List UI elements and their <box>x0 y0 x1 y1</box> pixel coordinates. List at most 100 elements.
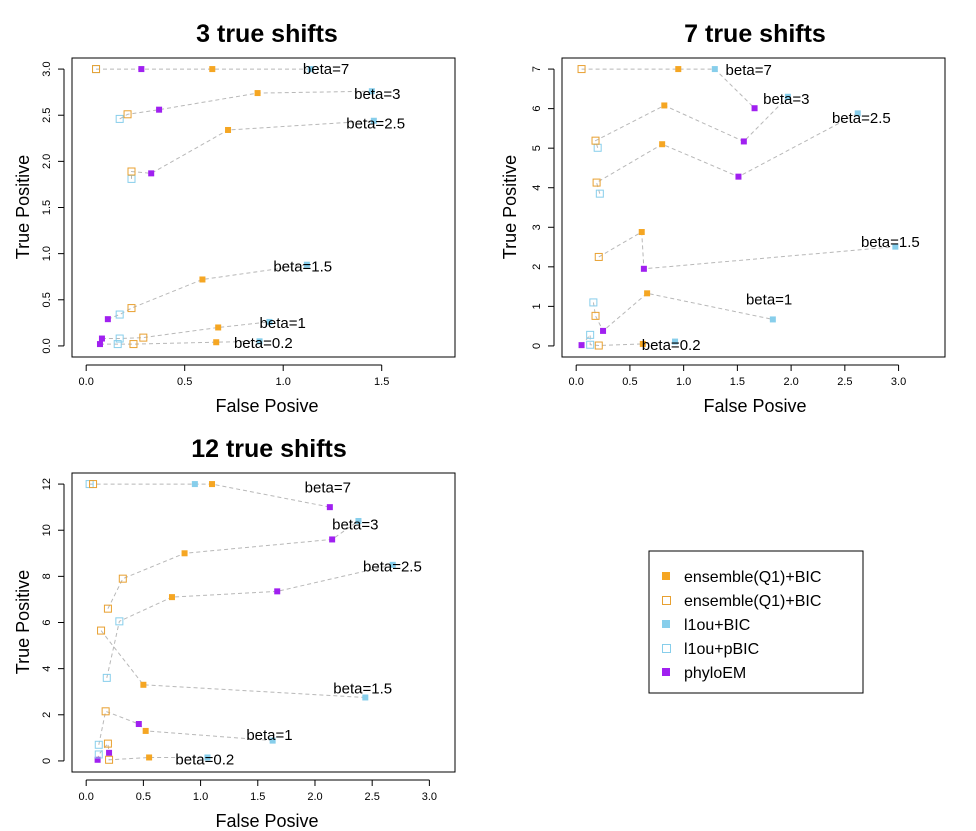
x-tick-label: 0.5 <box>136 791 151 803</box>
series-label: beta=7 <box>726 62 772 79</box>
y-tick-label: 7 <box>531 66 543 72</box>
series-beta-1: beta=1 <box>589 290 792 334</box>
x-tick-label: 2.5 <box>837 376 852 388</box>
data-point <box>592 178 601 187</box>
x-tick-label: 2.0 <box>307 791 322 803</box>
data-point <box>181 550 188 557</box>
data-point <box>89 480 98 489</box>
plot-area: 0.0 0.5 1.0 1.5 2.0 2.5 3.0 0 2 4 6 8 10 12 beta=7 beta… <box>41 472 456 803</box>
series-beta-0-2: beta=0.2 <box>578 330 701 354</box>
legend: ensemble(Q1)+BIC ensemble(Q1)+BIC l1ou+B… <box>648 550 864 694</box>
series-label: beta=7 <box>305 480 351 497</box>
x-tick-label: 2.5 <box>365 791 380 803</box>
x-tick-label: 0.5 <box>622 376 637 388</box>
data-point <box>254 90 261 97</box>
x-tick-label: 1.0 <box>193 791 208 803</box>
data-point <box>577 65 586 74</box>
data-point <box>589 298 598 307</box>
data-point <box>138 66 145 73</box>
data-point <box>638 229 645 236</box>
legend-label: phyloEM <box>684 665 746 682</box>
chart-title: 12 true shifts <box>191 435 347 463</box>
data-point <box>751 105 758 112</box>
data-point <box>740 138 747 145</box>
series-beta-1: beta=1 <box>98 315 306 343</box>
series-line <box>101 321 270 339</box>
series-line <box>100 630 366 698</box>
legend-entry-ensemble-bic-filled: ensemble(Q1)+BIC <box>662 569 821 586</box>
legend-box <box>648 550 864 694</box>
data-point <box>600 327 607 334</box>
x-tick-label: 1.5 <box>374 376 389 388</box>
series-beta-0-2: beta=0.2 <box>96 335 293 352</box>
data-point <box>307 66 314 73</box>
data-point <box>591 136 600 145</box>
y-tick-label: 1.0 <box>41 246 53 261</box>
y-tick-label: 5 <box>531 145 543 151</box>
x-tick-label: 1.0 <box>276 376 291 388</box>
data-point <box>355 517 362 524</box>
data-point <box>329 536 336 543</box>
y-tick-label: 0 <box>41 758 53 764</box>
legend-entry-ensemble-bic-open: ensemble(Q1)+BIC <box>662 593 821 610</box>
data-point <box>256 338 263 345</box>
legend-label: ensemble(Q1)+BIC <box>684 569 821 586</box>
y-tick-label: 0 <box>531 343 543 349</box>
legend-entry-l1ou-bic: l1ou+BIC <box>662 617 750 634</box>
series-label: beta=1.5 <box>273 259 332 276</box>
data-point <box>118 574 127 583</box>
data-point <box>659 141 666 148</box>
x-tick-label: 0.0 <box>79 791 94 803</box>
x-axis-title: False Posive <box>703 396 806 416</box>
data-point <box>769 316 776 323</box>
x-tick-label: 3.0 <box>891 376 906 388</box>
data-point <box>204 754 211 761</box>
series-line <box>581 68 755 109</box>
data-point <box>639 340 646 347</box>
x-axis-title: False Posive <box>215 811 318 831</box>
series-label: beta=3 <box>332 516 378 533</box>
data-point <box>594 252 603 261</box>
series-label: beta=7 <box>303 61 349 78</box>
series-beta-0-2: beta=0.2 <box>94 739 234 768</box>
data-point <box>784 93 791 100</box>
series-label: beta=0.2 <box>234 335 293 352</box>
x-tick-label: 1.0 <box>676 376 691 388</box>
series-label: beta=1 <box>246 727 292 744</box>
x-tick-label: 0.0 <box>79 376 94 388</box>
data-point <box>92 65 101 74</box>
data-point <box>98 335 105 342</box>
series-label: beta=1.5 <box>333 681 392 698</box>
data-point <box>104 316 111 323</box>
series-label: beta=1 <box>260 315 306 332</box>
data-point <box>591 311 600 320</box>
data-point <box>97 626 106 635</box>
data-point <box>103 604 112 613</box>
data-point <box>711 66 718 73</box>
data-point <box>326 504 333 511</box>
data-point <box>892 243 899 250</box>
series-beta-1: beta=1 <box>94 707 293 749</box>
y-axis-title: True Positive <box>13 570 33 674</box>
data-point <box>661 102 668 109</box>
plot-frame <box>71 57 456 358</box>
y-tick-label: 3 <box>531 224 543 230</box>
series-line <box>119 90 372 120</box>
series-label: beta=3 <box>354 86 400 103</box>
data-point <box>368 88 375 95</box>
data-point <box>225 126 232 133</box>
series-label: beta=2.5 <box>832 110 891 127</box>
panel-7-shifts: 7 true shifts False Posive True Positive… <box>500 20 946 416</box>
series-beta-2-5: beta=2.5 <box>592 110 891 198</box>
series-beta-3: beta=3 <box>115 86 400 123</box>
plot-area: 0.0 0.5 1.0 1.5 0.0 0.5 1.0 1.5 2.0 2.5 3.0 beta=7 b… <box>41 57 456 388</box>
data-point <box>127 167 136 176</box>
legend-marker <box>662 596 671 605</box>
y-tick-label: 3.0 <box>41 61 53 76</box>
data-point <box>586 340 595 349</box>
series-label: beta=1.5 <box>861 234 920 251</box>
series-beta-3: beta=3 <box>591 91 809 152</box>
series-label: beta=0.2 <box>175 751 234 768</box>
